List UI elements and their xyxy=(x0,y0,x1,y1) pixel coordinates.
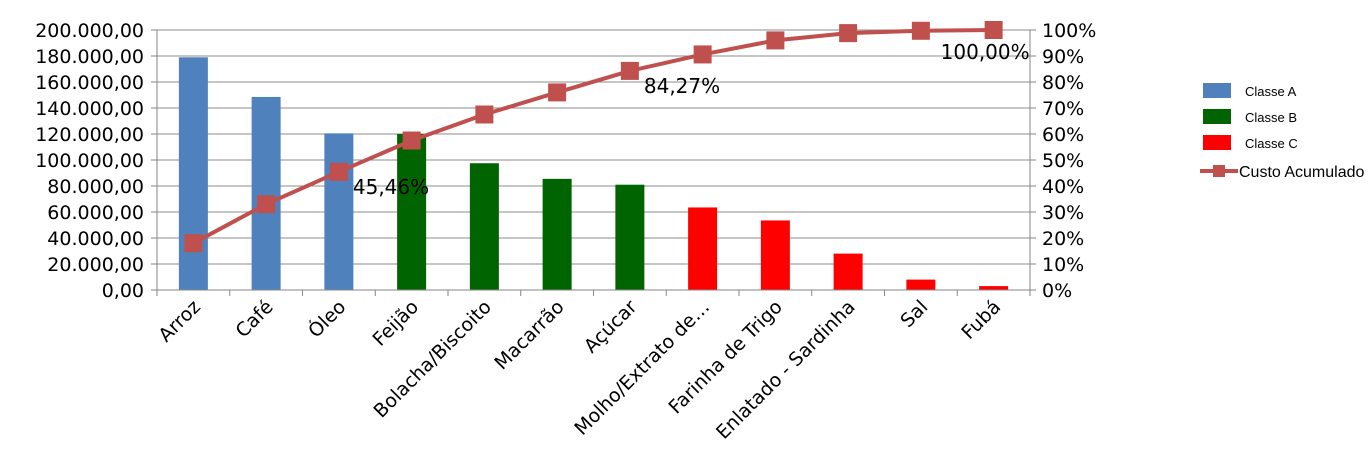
cumulative-marker xyxy=(184,234,203,253)
legend-label: Classe B xyxy=(1245,110,1297,125)
x-category-label: Arroz xyxy=(154,296,205,347)
y-left-tick-label: 120.000,00 xyxy=(35,124,144,146)
y-right-tick-label: 0% xyxy=(1042,280,1072,302)
y-axis-right-ticks: 0% 10% 20% 30% 40% 50% 60% 70% 80% 90% 100% xyxy=(1042,20,1096,302)
cumulative-marker xyxy=(548,83,567,102)
x-category-label: Açúcar xyxy=(580,296,642,358)
y-left-tick-label: 80.000,00 xyxy=(47,176,144,198)
x-category-label: Enlatado - Sardinha xyxy=(712,296,860,444)
y-left-tick-label: 100.000,00 xyxy=(35,150,144,172)
bar xyxy=(251,96,281,290)
legend-swatch xyxy=(1203,109,1231,124)
x-category-label: Molho/Extrato de… xyxy=(570,296,714,440)
cumulative-marker xyxy=(839,24,858,43)
data-label: 84,27% xyxy=(644,74,720,98)
y-right-tick-label: 60% xyxy=(1042,124,1084,146)
bar xyxy=(833,253,863,290)
x-category-label: Macarrão xyxy=(490,296,568,374)
x-category-label: Sal xyxy=(896,296,932,332)
y-left-tick-label: 40.000,00 xyxy=(47,228,144,250)
data-label: 45,46% xyxy=(353,175,429,199)
legend-swatch xyxy=(1203,135,1231,150)
y-right-tick-label: 90% xyxy=(1042,46,1084,68)
y-axis-left-ticks: 0,00 20.000,00 40.000,00 60.000,00 80.000,00… xyxy=(35,20,144,302)
y-left-tick-label: 200.000,00 xyxy=(35,20,144,42)
cumulative-line xyxy=(184,21,1003,253)
bars xyxy=(178,57,1009,290)
legend-marker-swatch xyxy=(1213,165,1225,177)
y-right-tick-label: 40% xyxy=(1042,176,1084,198)
y-left-tick-label: 140.000,00 xyxy=(35,98,144,120)
y-right-tick-label: 80% xyxy=(1042,72,1084,94)
legend-label: Classe A xyxy=(1245,84,1297,99)
cumulative-marker xyxy=(329,162,348,181)
legend-label: Classe C xyxy=(1245,136,1298,151)
y-right-tick-label: 100% xyxy=(1042,20,1096,42)
bar xyxy=(906,279,936,290)
cumulative-line-path xyxy=(192,28,994,245)
bar xyxy=(397,134,427,290)
y-right-tick-label: 50% xyxy=(1042,150,1084,172)
legend-label: Custo Acumulado xyxy=(1239,164,1365,181)
data-labels: 45,46% 84,27% 100,00% xyxy=(353,40,1030,199)
bar xyxy=(760,220,790,290)
bar xyxy=(542,178,572,290)
bar xyxy=(178,57,208,290)
cumulative-marker xyxy=(911,21,930,40)
cumulative-marker xyxy=(257,195,276,214)
cumulative-marker xyxy=(475,105,494,124)
axes xyxy=(151,29,1036,296)
cumulative-marker xyxy=(766,31,785,50)
y-right-tick-label: 70% xyxy=(1042,98,1084,120)
y-left-tick-label: 0,00 xyxy=(102,280,144,302)
y-right-tick-label: 30% xyxy=(1042,202,1084,224)
y-left-tick-label: 160.000,00 xyxy=(35,72,144,94)
bar xyxy=(979,286,1009,290)
x-category-label: Feijão xyxy=(368,296,423,351)
cumulative-marker xyxy=(402,131,421,150)
legend: Classe A Classe B Classe C Custo Acumulado xyxy=(1200,83,1365,181)
y-right-tick-label: 10% xyxy=(1042,254,1084,276)
y-right-tick-label: 20% xyxy=(1042,228,1084,250)
x-category-label: Fubá xyxy=(957,296,1005,344)
bar xyxy=(688,207,718,290)
x-category-label: Óleo xyxy=(303,295,351,343)
y-left-tick-label: 20.000,00 xyxy=(47,254,144,276)
bar xyxy=(324,133,354,290)
y-left-tick-label: 60.000,00 xyxy=(47,202,144,224)
cumulative-marker xyxy=(984,21,1003,39)
bar xyxy=(615,184,645,290)
gridlines xyxy=(157,29,1030,265)
legend-swatch xyxy=(1203,83,1231,98)
x-axis-category-labels: Arroz Café Óleo FeijãoBolacha/BiscoitoMacar… xyxy=(154,295,1005,444)
y-left-tick-label: 180.000,00 xyxy=(35,46,144,68)
cumulative-marker xyxy=(693,45,712,64)
cumulative-marker xyxy=(620,61,639,80)
bar xyxy=(469,163,499,290)
data-label: 100,00% xyxy=(941,40,1030,64)
x-category-label: Café xyxy=(231,296,277,342)
